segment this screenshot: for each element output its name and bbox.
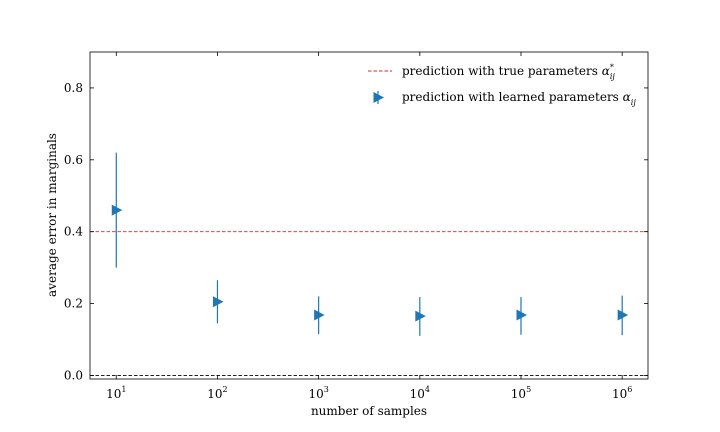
x-tick-exp-0: 1: [121, 385, 126, 394]
x-tick-base-5: 10: [612, 387, 627, 401]
legend-learned-math: α: [623, 90, 631, 104]
legend-entry-learned-label: prediction with learned parameters αij: [402, 90, 636, 107]
x-tick-exp-1: 2: [223, 385, 228, 394]
x-tick-label-0: 101: [106, 385, 126, 401]
data-point-marker-2: [314, 309, 325, 321]
x-tick-base-1: 10: [207, 387, 222, 401]
legend-learned-text: prediction with learned parameters: [402, 90, 623, 104]
markers: [111, 204, 629, 322]
y-tick-label-1: 0.2: [64, 297, 83, 311]
data-point-marker-3: [415, 310, 426, 322]
data-point-marker-0: [111, 204, 123, 216]
y-tick-label-2: 0.4: [64, 225, 83, 239]
x-tick-exp-2: 3: [324, 385, 329, 394]
x-axis-label: number of samples: [311, 404, 427, 418]
y-axis-label: average error in marginals: [45, 133, 59, 297]
legend-learned-marker: [373, 92, 384, 103]
x-tick-label-2: 103: [308, 385, 328, 401]
x-tick-base-2: 10: [308, 387, 323, 401]
x-tick-base-4: 10: [511, 387, 526, 401]
reference-lines: [90, 231, 648, 376]
plot-frame: [89, 51, 649, 380]
legend-true-sup: *: [610, 63, 614, 72]
x-tick-exp-4: 5: [526, 385, 531, 394]
data-point-marker-5: [617, 309, 629, 321]
legend-entry-learned-swatch: [373, 91, 384, 104]
x-tick-exp-3: 4: [425, 385, 430, 394]
x-tick-label-3: 104: [410, 385, 430, 401]
data-point-marker-1: [212, 296, 224, 308]
x-tick-base-3: 10: [410, 387, 425, 401]
x-tick-label-1: 102: [207, 385, 227, 401]
legend-true-text: prediction with true parameters: [402, 64, 602, 78]
y-ticks: 0.0 0.2 0.4 0.6 0.8: [64, 81, 648, 382]
x-tick-base-0: 10: [106, 387, 121, 401]
y-tick-label-4: 0.8: [64, 81, 83, 95]
legend-true-math: α: [602, 64, 610, 78]
legend-learned-sub: ij: [631, 98, 637, 107]
x-tick-label-4: 105: [511, 385, 531, 401]
x-tick-label-5: 106: [612, 385, 632, 401]
y-tick-label-3: 0.6: [64, 153, 83, 167]
x-ticks: 101 102 103 104 105 106: [106, 52, 632, 401]
legend-entry-true-label: prediction with true parameters α* ij: [402, 63, 615, 81]
y-tick-label-0: 0.0: [64, 368, 83, 382]
legend-true-sub: ij: [610, 72, 616, 81]
data-point-marker-4: [516, 309, 527, 321]
legend: prediction with true parameters α* ij pre…: [368, 63, 636, 107]
x-tick-exp-5: 6: [627, 385, 632, 394]
